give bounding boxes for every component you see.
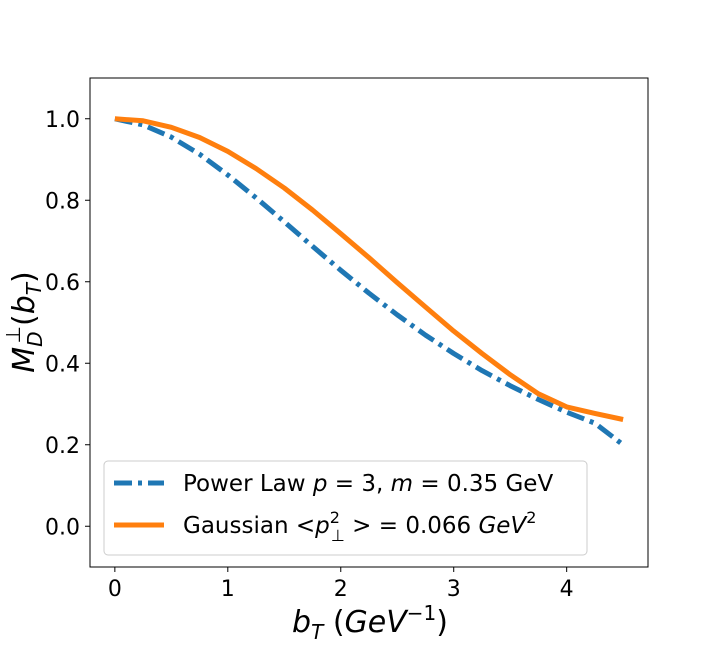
- x-tick-label: 1: [221, 577, 235, 602]
- x-tick-label: 2: [334, 577, 348, 602]
- series-layer: [114, 116, 625, 447]
- x-axis-title: bT (GeV−1): [292, 601, 448, 644]
- x-tick-label: 3: [447, 577, 461, 602]
- legend-label-gaussian: Gaussian <p2 ⊥ > = 0.066 GeV2: [183, 508, 536, 545]
- legend-label-power-law: Power Law p = 3, m = 0.35 GeV: [183, 471, 553, 497]
- series-line-gaussian: [114, 116, 624, 422]
- x-tick-label: 4: [560, 577, 574, 602]
- y-axis-title: MD⊥(bT): [1, 271, 47, 372]
- legend-box: [103, 460, 588, 556]
- series-line-power-law: [114, 116, 625, 447]
- y-tick-label: 0.2: [45, 434, 80, 459]
- y-tick-label: 0.4: [45, 352, 80, 377]
- legend: Power Law p = 3, m = 0.35 GeV Gaussian <…: [103, 460, 588, 556]
- x-tick-label: 0: [108, 577, 122, 602]
- y-tick-label: 0.0: [45, 515, 80, 540]
- x-axis-ticks: 0 1 2 3 4: [108, 567, 574, 602]
- y-tick-label: 0.8: [45, 189, 80, 214]
- y-tick-label: 1.0: [45, 108, 80, 133]
- y-axis-ticks: 0.0 0.2 0.4 0.6 0.8 1.0: [45, 108, 90, 540]
- y-tick-label: 0.6: [45, 271, 80, 296]
